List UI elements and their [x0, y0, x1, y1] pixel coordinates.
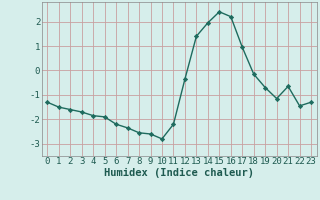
- X-axis label: Humidex (Indice chaleur): Humidex (Indice chaleur): [104, 168, 254, 178]
